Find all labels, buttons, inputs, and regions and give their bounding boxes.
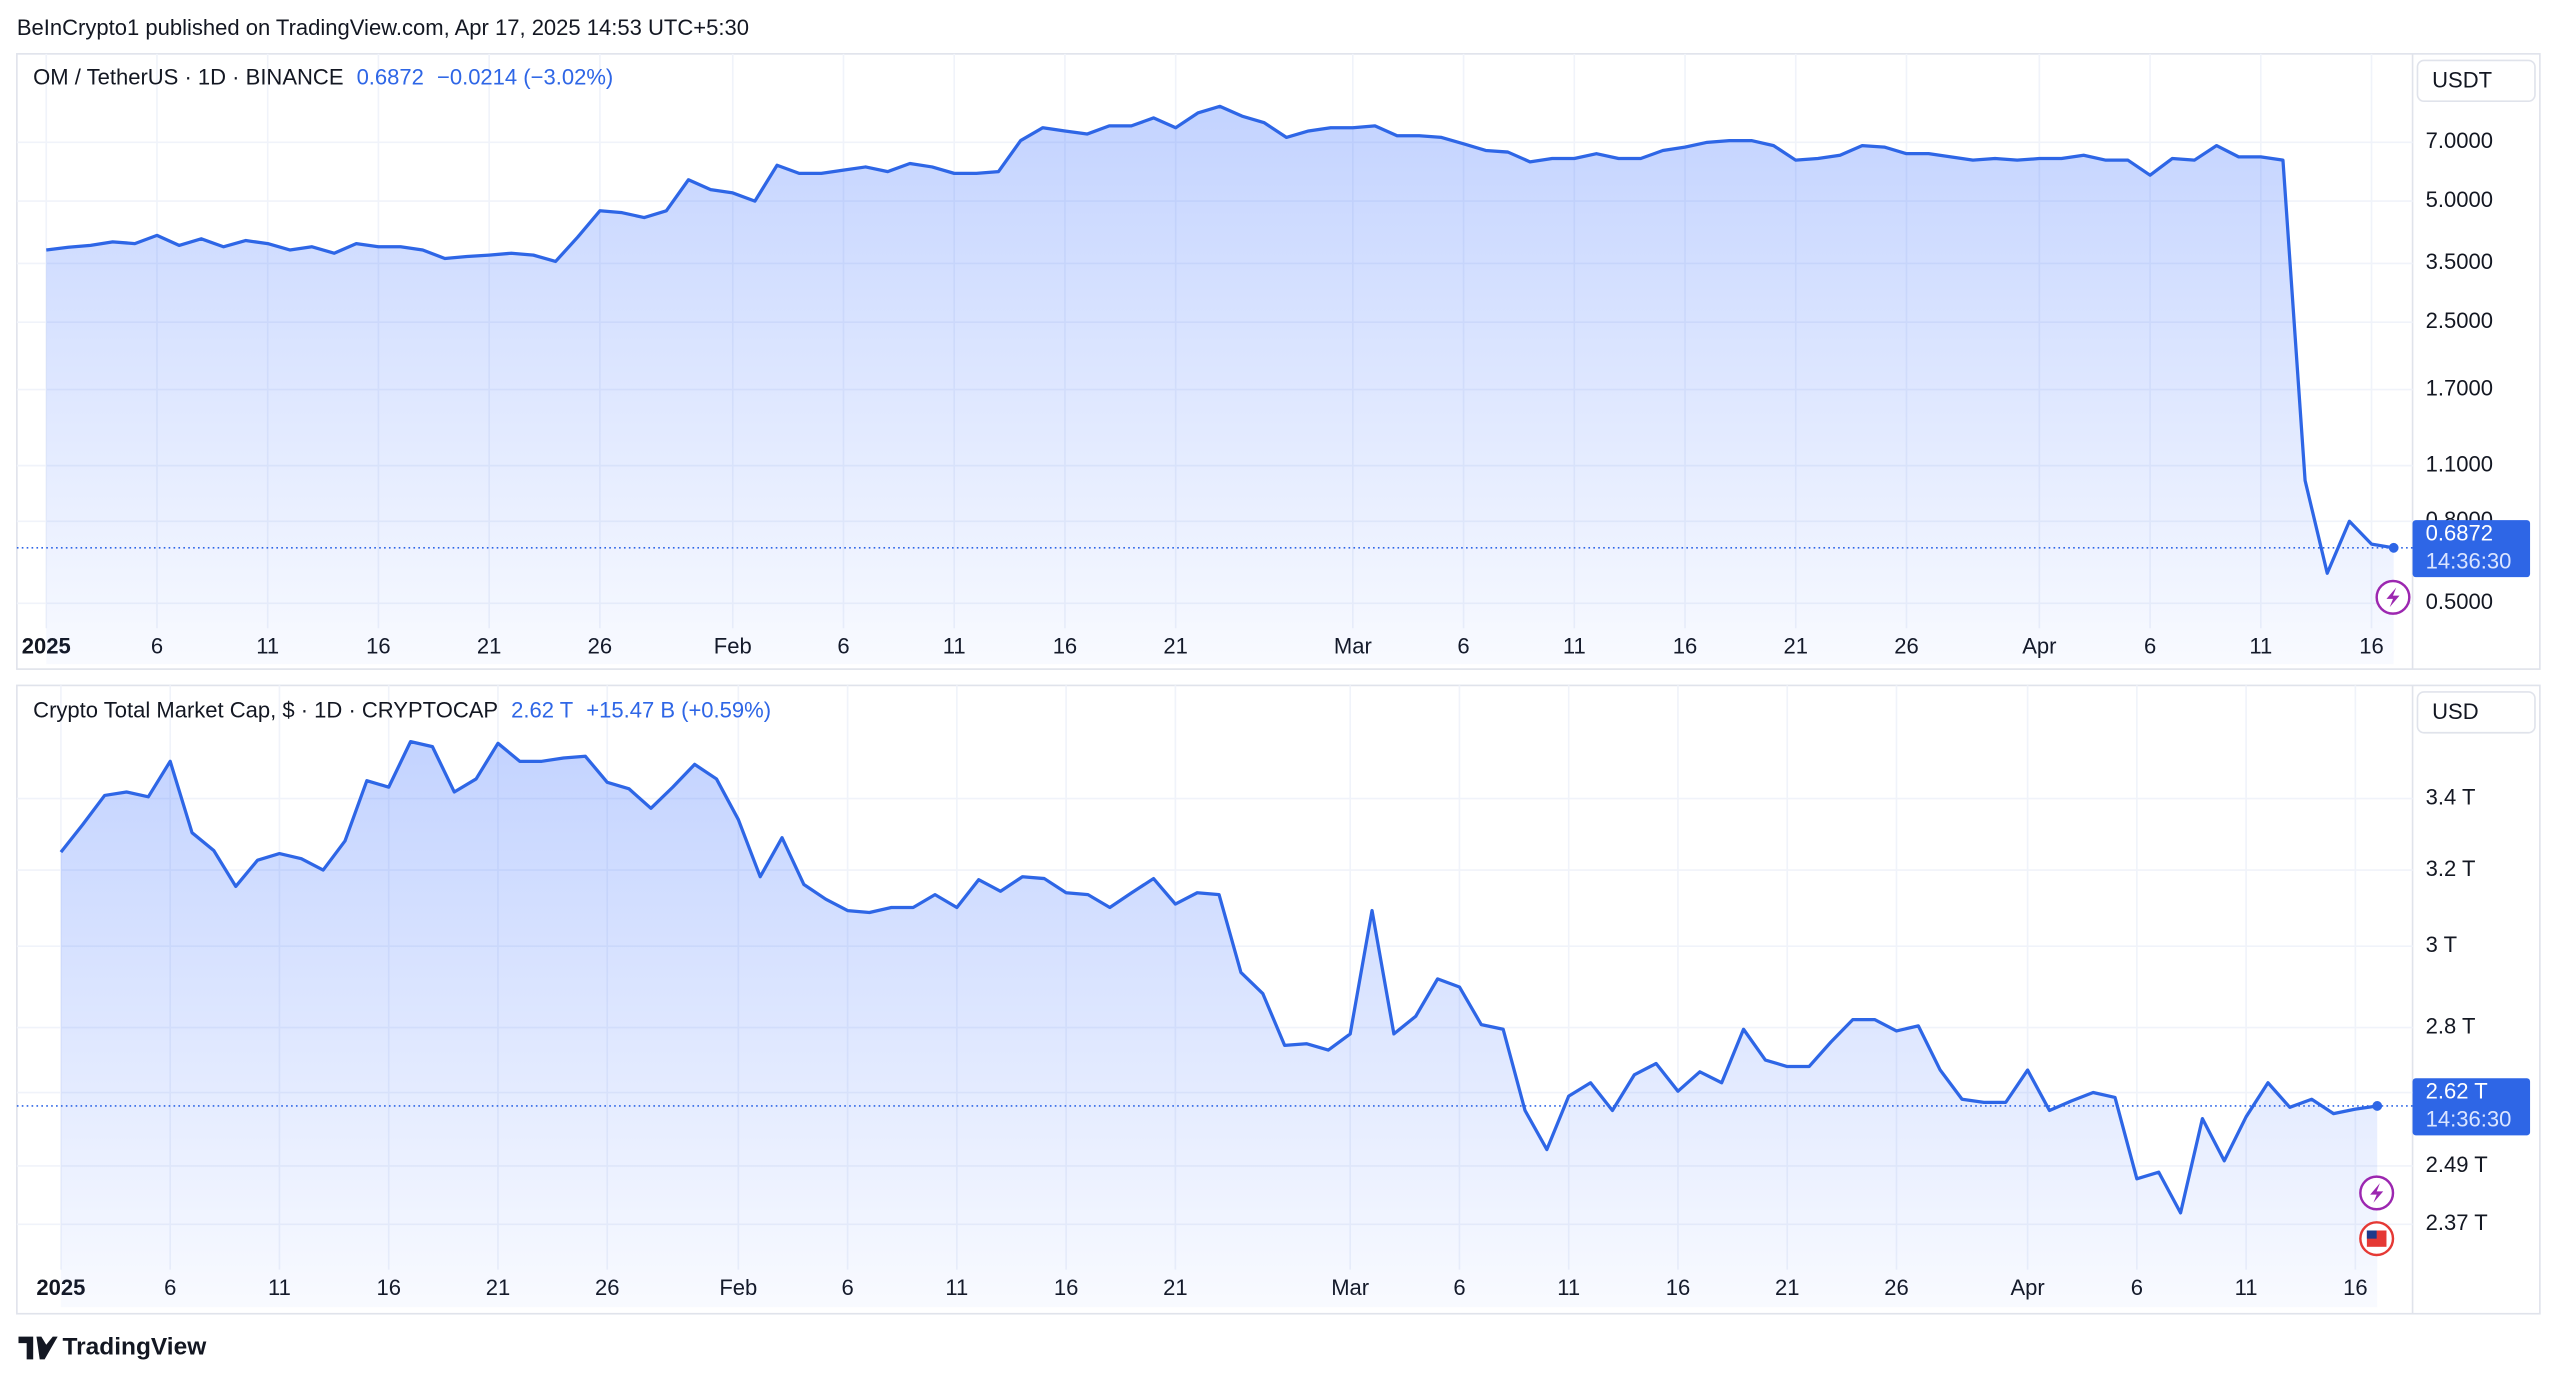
event-icon-bolt — [2386, 587, 2400, 608]
price-tag — [2412, 520, 2531, 578]
y-tick-label: 3.4 T — [2426, 784, 2476, 809]
legend-value: 0.6872 — [357, 64, 424, 89]
price-tag-countdown: 14:36:30 — [2426, 548, 2512, 573]
y-tick-label: 2.5000 — [2426, 308, 2493, 333]
y-tick-label: 7.0000 — [2426, 128, 2493, 153]
pane-border — [16, 684, 2541, 1315]
last-point — [2372, 1101, 2383, 1111]
currency-label: USDT — [2432, 67, 2492, 92]
y-tick-label: 3.2 T — [2426, 856, 2476, 881]
legend-title: Crypto Total Market Cap, $ · 1D · CRYPTO… — [33, 697, 498, 722]
price-line — [46, 104, 2394, 575]
publish-header: BeInCrypto1 published on TradingView.com… — [17, 15, 749, 40]
currency-label: USD — [2432, 699, 2478, 724]
price-line — [59, 740, 2378, 1215]
legend-change: −0.0214 (−3.02%) — [437, 64, 613, 89]
legend-title: OM / TetherUS · 1D · BINANCE — [33, 64, 343, 89]
y-tick-label: 2.8 T — [2426, 1013, 2476, 1038]
y-tick-label: 0.5000 — [2426, 589, 2493, 614]
legend-value: 2.62 T — [511, 697, 573, 722]
currency-box — [2416, 691, 2536, 734]
y-tick-label: 1.1000 — [2426, 451, 2493, 476]
area-fill — [60, 741, 2378, 1308]
area-fill — [46, 106, 2394, 665]
event-icon-bolt — [2370, 1183, 2384, 1203]
legend-change: +15.47 B (+0.59%) — [586, 697, 771, 722]
price-tag-value: 2.62 T — [2426, 1079, 2488, 1104]
legend: Crypto Total Market Cap, $ · 1D · CRYPTO… — [33, 697, 771, 722]
flag-icon-canton — [2366, 1230, 2377, 1239]
last-point — [2388, 542, 2399, 553]
y-tick-label: 5.0000 — [2426, 187, 2493, 212]
brand: TradingView — [63, 1333, 208, 1360]
y-tick-label: 3 T — [2426, 932, 2457, 957]
pane-border — [16, 53, 2541, 670]
y-tick-label: 2.37 T — [2426, 1210, 2488, 1235]
price-tag — [2412, 1078, 2531, 1136]
currency-box — [2416, 59, 2536, 102]
price-tag-countdown: 14:36:30 — [2426, 1106, 2512, 1131]
y-tick-label: 3.5000 — [2426, 249, 2493, 274]
legend: OM / TetherUS · 1D · BINANCE 0.6872 −0.021… — [33, 64, 613, 89]
price-tag-value: 0.6872 — [2426, 521, 2493, 546]
y-tick-label: 2.49 T — [2426, 1152, 2488, 1177]
y-tick-label: 1.7000 — [2426, 375, 2493, 400]
